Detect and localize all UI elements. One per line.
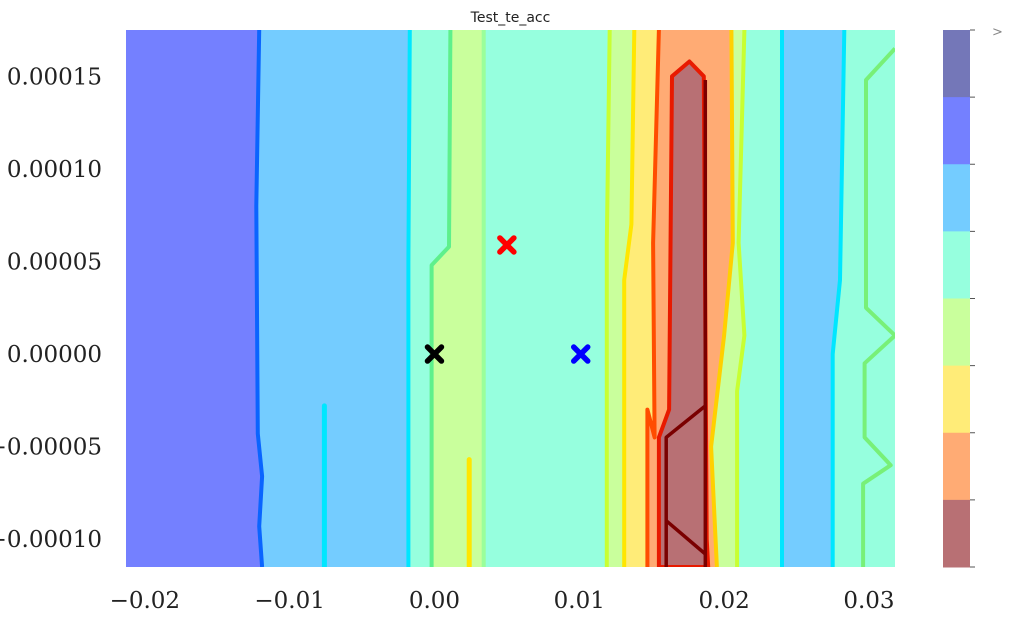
y-tick-label: 0.00015: [7, 64, 102, 90]
colorbar-level: [943, 298, 970, 367]
contour-line: [254, 30, 265, 567]
colorbar-top-mark: >: [992, 25, 1003, 40]
contour-line: [830, 30, 847, 567]
colorbar-level: [943, 164, 970, 232]
x-tick-label: 0.02: [699, 588, 750, 614]
contour-band: [863, 48, 895, 567]
colorbar-level: [943, 231, 970, 299]
contour-band: [782, 30, 895, 567]
y-tick-label: 0.00000: [7, 342, 102, 368]
colorbar-level: [943, 97, 970, 165]
y-tick-label: −0.00010: [0, 527, 102, 553]
contour-line: [709, 30, 735, 567]
x-tick-label: −0.01: [254, 588, 324, 614]
contour-line: [406, 30, 412, 567]
contour-line: [645, 30, 661, 567]
contour-line: [861, 47, 895, 567]
colorbar-level: [943, 499, 970, 568]
contour-core-line: [665, 519, 707, 556]
contour-line: [622, 30, 637, 567]
contour-line: [604, 30, 612, 567]
y-axis: 0.00015 0.00010 0.00005 0.00000 −0.00005 −0.0…: [0, 64, 102, 553]
marker-red-point: [497, 235, 517, 255]
x-axis: −0.02 −0.01 0.00 0.01 0.02 0.03: [110, 588, 895, 614]
x-tick-label: 0.01: [554, 588, 605, 614]
y-tick-label: 0.00010: [7, 157, 102, 183]
x-tick-label: 0.03: [843, 588, 894, 614]
plot-area: [126, 30, 895, 567]
contour-line: [735, 30, 747, 567]
x-tick-label: 0.00: [409, 588, 460, 614]
y-tick-label: −0.00005: [0, 435, 102, 461]
chart-title: Test_te_acc: [470, 10, 551, 26]
contour-line: [429, 30, 453, 567]
colorbar: [943, 29, 975, 568]
contour-core-line: [664, 404, 707, 567]
y-tick-label: 0.00005: [7, 249, 102, 275]
marker-origin: [424, 344, 445, 364]
colorbar-level: [943, 365, 970, 434]
marker-blue-point: [570, 344, 591, 364]
colorbar-level: [943, 432, 970, 501]
colorbar-level: [943, 30, 970, 98]
contour-peak-region: [656, 59, 711, 567]
contour-band: [832, 30, 895, 567]
x-tick-label: −0.02: [110, 588, 180, 614]
